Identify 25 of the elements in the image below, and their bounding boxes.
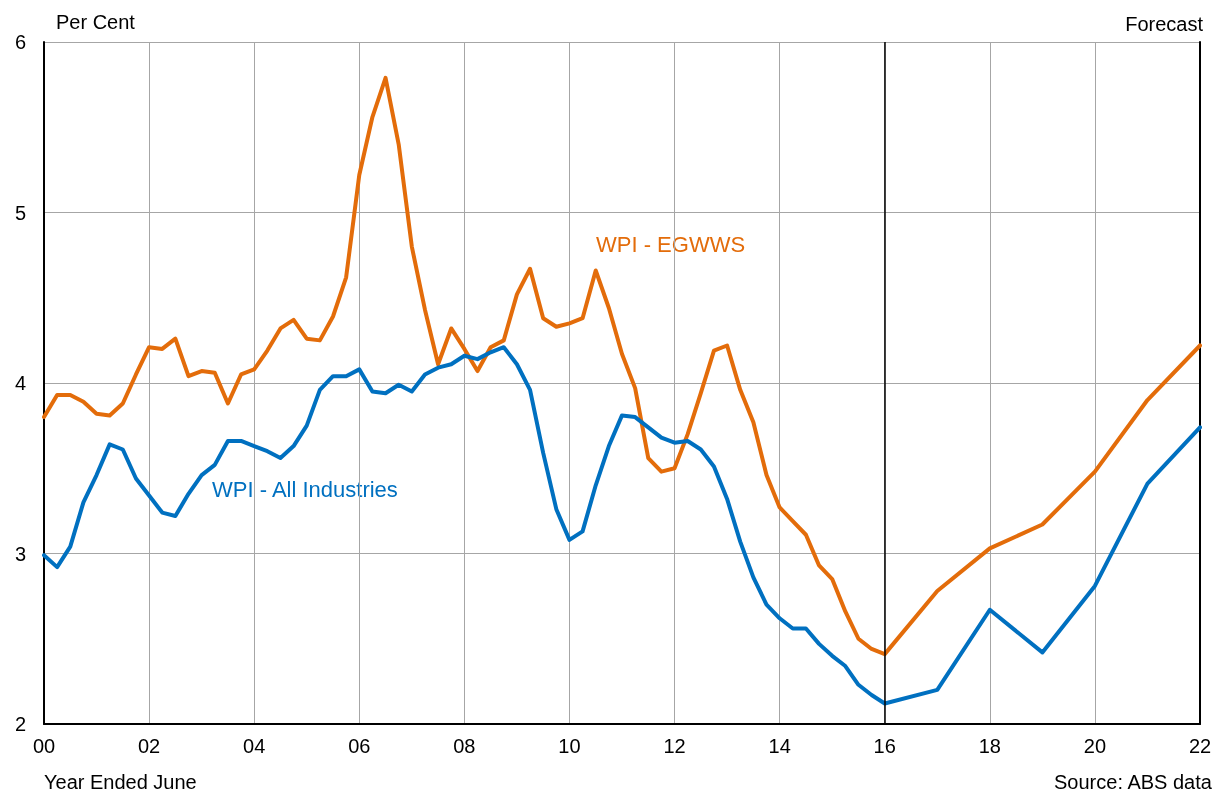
x-tick-label: 14	[768, 735, 791, 757]
x-tick-label: 02	[137, 735, 161, 757]
series-label: WPI - All Industries	[212, 476, 398, 502]
x-tick-label: 04	[243, 735, 266, 757]
x-tick-label: 00	[32, 735, 56, 757]
x-tick-label: 22	[1188, 735, 1212, 757]
x-tick-label: 08	[453, 735, 476, 757]
x-axis-title: Year Ended June	[44, 771, 197, 793]
x-tick-label: 18	[978, 735, 1001, 757]
source-note: Source: ABS data	[1054, 771, 1213, 793]
x-tick-label: 10	[558, 735, 581, 757]
y-tick-label: 3	[14, 542, 26, 565]
x-tick-label: 06	[348, 735, 371, 757]
y-tick-label: 6	[14, 31, 26, 53]
line-series	[42, 345, 1202, 706]
x-tick-label: 12	[663, 735, 686, 757]
y-axis-title: Per Cent	[56, 11, 136, 33]
y-tick-label: 2	[14, 713, 26, 735]
text: Forecast	[1125, 13, 1204, 35]
y-tick-label: 4	[14, 372, 26, 394]
series-label: WPI - EGWWS	[596, 231, 746, 257]
line-series	[42, 75, 1202, 657]
y-tick-label: 5	[14, 201, 26, 224]
x-tick-label: 20	[1083, 735, 1107, 757]
x-tick-label: 16	[873, 735, 896, 757]
